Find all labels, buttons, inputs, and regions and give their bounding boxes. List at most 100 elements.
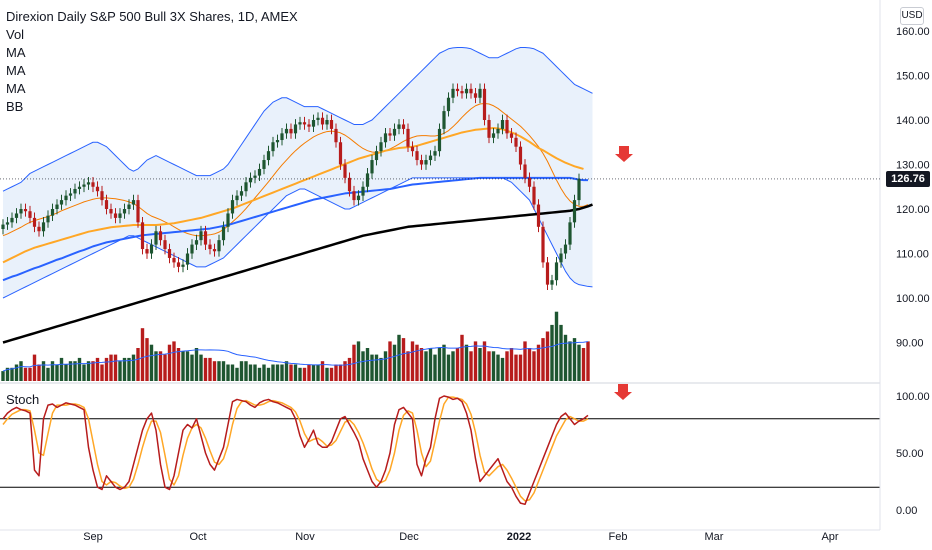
candle-body [334, 128, 338, 143]
volume-bar [10, 367, 14, 381]
volume-bar [293, 364, 298, 381]
candle-body [482, 88, 487, 120]
volume-bar [235, 367, 239, 381]
candle-body [347, 177, 352, 192]
candle-body [343, 164, 347, 178]
candle-body [104, 200, 109, 209]
candle-body [208, 244, 212, 250]
volume-bar [320, 361, 325, 381]
time-tick-label: Feb [609, 531, 628, 543]
ma-long-line [2, 203, 593, 344]
volume-bar [217, 361, 221, 381]
ma-blue-line [2, 176, 588, 282]
candle-body [572, 200, 577, 223]
volume-bar [334, 364, 338, 381]
candle-body [514, 137, 518, 147]
candle-body [428, 155, 433, 161]
volume-bar [271, 364, 275, 381]
volume-bar [262, 364, 266, 381]
candle-body [55, 204, 59, 209]
candle-body [383, 133, 388, 143]
volume-bar [401, 338, 406, 381]
candle-body [527, 177, 532, 187]
volume-bar [280, 364, 284, 381]
volume-bar [482, 341, 487, 381]
legend-item-ma[interactable]: MA [6, 81, 26, 96]
volume-bar [392, 344, 397, 381]
legend-item-ma[interactable]: MA [6, 45, 26, 60]
candle-body [568, 222, 572, 245]
candle-body [46, 215, 50, 223]
volume-bar [154, 351, 158, 381]
candle-body [109, 209, 113, 214]
legend-title: Direxion Daily S&P 500 Bull 3X Shares, 1… [6, 9, 298, 24]
candle-body [149, 244, 154, 254]
candle-body [176, 262, 181, 267]
legend-item-vol[interactable]: Vol [6, 27, 25, 42]
volume-bar [473, 341, 478, 381]
stoch-tick-label: 100.00 [896, 391, 930, 403]
price-tick-label: 100.00 [896, 293, 930, 305]
volume-bar [122, 357, 127, 381]
volume-bar [554, 311, 559, 381]
candle-body [37, 226, 41, 232]
legend-item-ma[interactable]: MA [6, 63, 26, 78]
volume-bar [491, 351, 496, 381]
volume-bar [212, 361, 217, 381]
currency-button[interactable]: USD [900, 7, 924, 25]
candle-body [419, 160, 424, 165]
stoch-tick-label: 0.00 [896, 505, 917, 517]
candle-body [500, 120, 505, 129]
candle-body [5, 222, 10, 225]
volume-bar [343, 361, 347, 381]
candle-body [550, 280, 554, 285]
volume-bar [406, 351, 410, 381]
volume-bar [451, 351, 455, 381]
candle-body [437, 128, 442, 152]
volume-bar [383, 351, 388, 381]
candle-body [478, 88, 482, 98]
candle-body [185, 253, 190, 265]
volume-bar [550, 324, 554, 381]
chart-legend: Direxion Daily S&P 500 Bull 3X Shares, 1… [6, 8, 298, 116]
candle-body [32, 217, 37, 227]
volume-bar [64, 364, 68, 381]
candle-body [518, 146, 523, 165]
volume-bar [19, 361, 23, 381]
candle-body [370, 160, 374, 174]
volume-bar [518, 354, 523, 381]
volume-bar [275, 364, 280, 381]
volume-bar [397, 334, 401, 381]
stoch-label[interactable]: Stoch [6, 392, 40, 407]
volume-bar [226, 364, 230, 381]
candle-body [433, 151, 437, 156]
candle-body [293, 124, 298, 134]
candle-body [401, 124, 406, 129]
candle-body [406, 128, 410, 147]
volume-bar [1, 371, 5, 381]
volume-bar [77, 357, 82, 381]
candle-body [397, 124, 401, 129]
candle-body [545, 262, 550, 285]
volume-bar [253, 364, 257, 381]
volume-bar [581, 348, 586, 381]
candle-body [469, 88, 473, 94]
volume-bar [500, 357, 505, 381]
candle-body [496, 128, 500, 134]
volume-bar [338, 364, 343, 381]
legend-item-bb[interactable]: BB [6, 99, 24, 114]
volume-bar [208, 357, 212, 381]
candle-body [77, 186, 82, 189]
candle-body [131, 200, 136, 205]
volume-bar [460, 334, 464, 381]
time-tick-label: Mar [705, 531, 724, 543]
candle-body [523, 164, 527, 178]
volume-bar [131, 354, 136, 381]
volume-bar [307, 364, 311, 381]
candle-body [266, 151, 271, 161]
volume-bar [104, 357, 109, 381]
volume-bar [23, 367, 28, 381]
candle-body [442, 111, 446, 129]
volume-bar [239, 361, 244, 381]
